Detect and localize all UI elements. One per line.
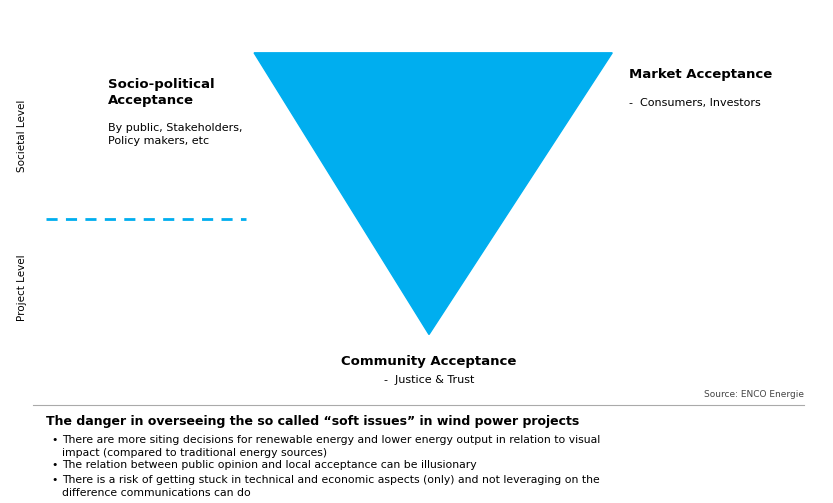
Polygon shape	[254, 53, 612, 334]
Text: •: •	[51, 460, 57, 470]
Text: Socio-political
Acceptance: Socio-political Acceptance	[108, 78, 215, 107]
Text: The relation between public opinion and local acceptance can be illusionary: The relation between public opinion and …	[62, 460, 477, 470]
Text: -  Consumers, Investors: - Consumers, Investors	[629, 98, 761, 108]
Text: Market Acceptance: Market Acceptance	[629, 68, 772, 81]
Text: By public, Stakeholders,
Policy makers, etc: By public, Stakeholders, Policy makers, …	[108, 123, 242, 146]
Text: Community Acceptance: Community Acceptance	[342, 355, 516, 368]
Text: Project Level: Project Level	[17, 255, 27, 321]
Text: •: •	[51, 435, 57, 445]
Text: -  Justice & Trust: - Justice & Trust	[384, 375, 474, 385]
Text: Source: ENCO Energie: Source: ENCO Energie	[704, 390, 804, 399]
Text: Societal Level: Societal Level	[17, 100, 27, 172]
Text: There is a risk of getting stuck in technical and economic aspects (only) and no: There is a risk of getting stuck in tech…	[62, 475, 601, 498]
Text: •: •	[51, 475, 57, 485]
Text: The danger in overseeing the so called “soft issues” in wind power projects: The danger in overseeing the so called “…	[46, 415, 579, 428]
Text: There are more siting decisions for renewable energy and lower energy output in : There are more siting decisions for rene…	[62, 435, 601, 458]
